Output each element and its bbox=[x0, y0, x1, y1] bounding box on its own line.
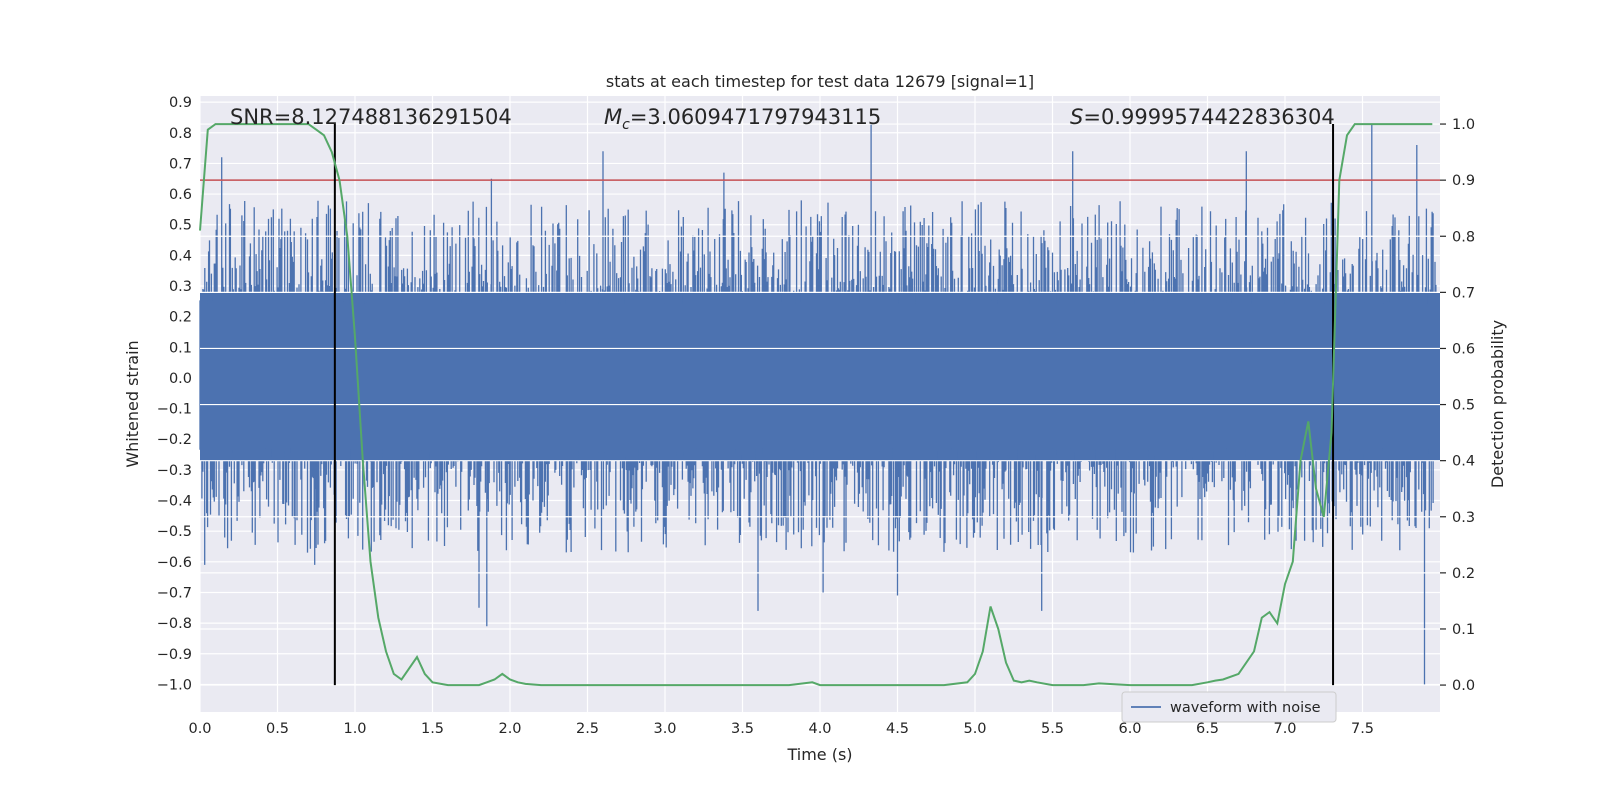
y-tick-label: −0.3 bbox=[157, 463, 192, 479]
x-tick-label: 3.0 bbox=[653, 721, 676, 737]
legend: waveform with noise bbox=[1121, 691, 1337, 723]
x-tick-label: 0.0 bbox=[188, 721, 211, 737]
detection-probability-series bbox=[199, 123, 1433, 687]
y-tick-label: −0.8 bbox=[157, 616, 192, 632]
x-tick-label: 2.0 bbox=[498, 721, 521, 737]
y-tick-label: −1.0 bbox=[157, 677, 192, 693]
y-tick-label: −0.1 bbox=[157, 402, 192, 418]
waveform-series bbox=[199, 123, 1440, 685]
x-axis-label: Time (s) bbox=[786, 745, 852, 764]
waveform-spikes bbox=[199, 123, 1437, 685]
y2-axis-label: Detection probability bbox=[1488, 320, 1507, 488]
chart-title: stats at each timestep for test data 126… bbox=[606, 72, 1034, 91]
x-tick-label: 0.5 bbox=[266, 721, 289, 737]
mc-symbol: M bbox=[604, 105, 622, 129]
y-tick-label: 0.7 bbox=[169, 156, 192, 172]
x-tick-label: 7.0 bbox=[1273, 721, 1296, 737]
s-annotation: S=0.9999574422836304 bbox=[1070, 105, 1335, 129]
x-tick-label: 7.5 bbox=[1351, 721, 1374, 737]
y-tick-label: 0.9 bbox=[169, 95, 192, 111]
x-tick-label: 6.0 bbox=[1118, 721, 1141, 737]
y-tick-label: 0.1 bbox=[169, 340, 192, 356]
s-value: =0.9999574422836304 bbox=[1083, 105, 1334, 129]
y2-tick-label: 0.6 bbox=[1452, 341, 1475, 357]
y-tick-label: 0.6 bbox=[169, 187, 192, 203]
x-tick-label: 2.5 bbox=[576, 721, 599, 737]
legend-label: waveform with noise bbox=[1170, 700, 1321, 716]
ticks: 0.0 0.5 1.0 1.5 2.0 2.5 3.0 3.5 4.0 4.5 5.0 5.5 6.0 6… bbox=[157, 95, 1475, 737]
x-tick-label: 4.5 bbox=[886, 721, 909, 737]
legend-box bbox=[1121, 691, 1337, 723]
y-tick-label: −0.7 bbox=[157, 585, 192, 601]
y2-tick-label: 0.2 bbox=[1452, 566, 1475, 582]
x-tick-label: 1.0 bbox=[343, 721, 366, 737]
mc-subscript: c bbox=[622, 117, 630, 133]
y-tick-label: −0.2 bbox=[157, 432, 192, 448]
x-tick-label: 5.0 bbox=[963, 721, 986, 737]
x-tick-label: 6.5 bbox=[1196, 721, 1219, 737]
y-tick-label: 0.3 bbox=[169, 279, 192, 295]
y-tick-label: 0.5 bbox=[169, 218, 192, 234]
x-tick-label: 3.5 bbox=[731, 721, 754, 737]
y2-tick-label: 0.8 bbox=[1452, 229, 1475, 245]
x-tick-label: 5.5 bbox=[1041, 721, 1064, 737]
mc-value: =3.0609471797943115 bbox=[630, 105, 881, 129]
y-tick-label: 0.4 bbox=[169, 248, 192, 264]
y-tick-label: −0.4 bbox=[157, 494, 192, 510]
y2-tick-label: 0.1 bbox=[1452, 622, 1475, 638]
mc-annotation: Mc=3.0609471797943115 bbox=[604, 105, 881, 133]
y2-tick-label: 0.3 bbox=[1452, 510, 1475, 526]
y-tick-label: 0.2 bbox=[169, 310, 192, 326]
y-tick-label: 0.0 bbox=[169, 371, 192, 387]
y-tick-label: 0.8 bbox=[169, 126, 192, 142]
snr-annotation: SNR=8.127488136291504 bbox=[230, 105, 512, 129]
y2-tick-label: 0.7 bbox=[1452, 285, 1475, 301]
y2-tick-label: 0.9 bbox=[1452, 173, 1475, 189]
detection-probability-line bbox=[199, 123, 1433, 687]
x-tick-label: 4.0 bbox=[808, 721, 831, 737]
y-axis-label: Whitened strain bbox=[123, 340, 142, 467]
s-symbol: S bbox=[1070, 105, 1083, 129]
y-tick-label: −0.9 bbox=[157, 647, 192, 663]
y2-tick-label: 0.0 bbox=[1452, 678, 1475, 694]
y2-tick-label: 0.4 bbox=[1452, 454, 1475, 470]
y2-tick-label: 0.5 bbox=[1452, 398, 1475, 414]
y2-tick-label: 1.0 bbox=[1452, 117, 1475, 133]
y-tick-label: −0.6 bbox=[157, 555, 192, 571]
y-tick-label: −0.5 bbox=[157, 524, 192, 540]
x-tick-label: 1.5 bbox=[421, 721, 444, 737]
